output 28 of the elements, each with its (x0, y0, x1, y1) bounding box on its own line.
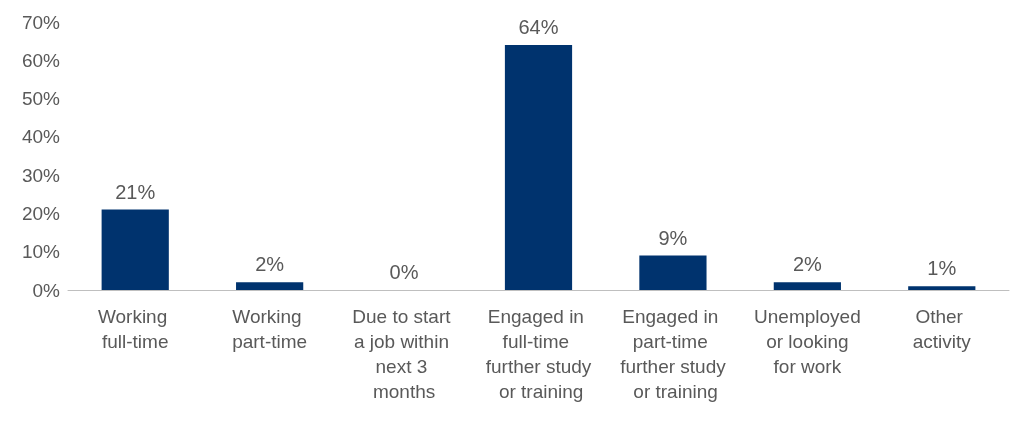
x-tick-label: Unemployed or looking for work (754, 306, 861, 377)
y-tick-label: 70% (21, 11, 61, 33)
data-label: 64% (518, 15, 559, 38)
x-tick-label: Working full-time (97, 306, 173, 352)
bar (773, 282, 841, 290)
y-tick-label: 0% (32, 279, 61, 301)
y-tick-label: 60% (21, 49, 61, 71)
bar (101, 209, 169, 290)
x-tick-label: Due to start a job within next 3 months (352, 306, 456, 402)
y-tick-label: 30% (21, 164, 61, 186)
x-tick-label: Engaged in full-time further study or training (485, 306, 592, 402)
x-tick-label: Other activity (912, 306, 972, 352)
data-label: 0% (389, 261, 419, 283)
data-label: 9% (658, 226, 688, 249)
bar (504, 44, 573, 290)
y-tick-label: 20% (21, 202, 61, 224)
data-label: 2% (792, 253, 823, 276)
bar (908, 286, 976, 290)
data-label: 2% (255, 253, 285, 276)
y-tick-label: 10% (21, 241, 61, 263)
bar (639, 255, 707, 290)
x-tick-label: Engaged in part-time further study or training (620, 306, 727, 402)
data-label: 21% (115, 180, 156, 203)
y-tick-label: 50% (21, 88, 61, 110)
x-tick-label: Working part-time (232, 306, 308, 352)
bar (236, 282, 304, 290)
data-label: 1% (927, 257, 957, 280)
y-tick-label: 40% (21, 126, 61, 148)
